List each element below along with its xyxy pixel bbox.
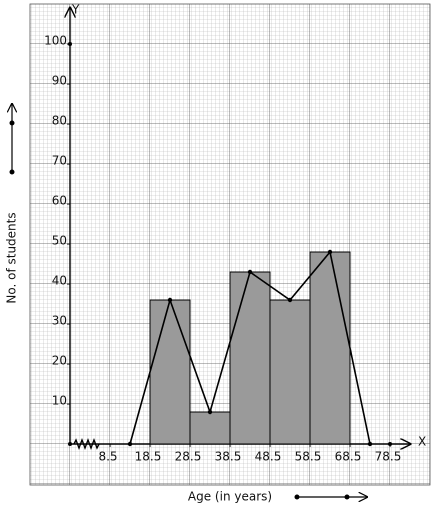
x-tick-label: 58.5	[295, 450, 322, 464]
x-end-point	[388, 442, 392, 446]
polygon-point	[247, 269, 253, 275]
x-axis-name: X	[418, 435, 426, 449]
x-tick-label: 18.5	[135, 450, 162, 464]
y-axis-title: No. of students	[5, 212, 19, 303]
y-tick-label: 10	[52, 394, 67, 408]
polygon-point	[327, 249, 333, 255]
y-tick-label: 50	[52, 234, 67, 248]
polygon-point	[167, 297, 173, 303]
x-tick-label: 8.5	[98, 450, 117, 464]
origin-point	[68, 442, 72, 446]
y-tick-label: 100	[44, 34, 67, 48]
polygon-point	[127, 441, 133, 447]
y-tick-label: 40	[52, 274, 67, 288]
bar	[309, 251, 351, 445]
y-top-point	[68, 42, 72, 46]
y-tick-label: 20	[52, 354, 67, 368]
polygon-point	[287, 297, 293, 303]
y-tick-label: 90	[52, 74, 67, 88]
x-tick-label: 48.5	[255, 450, 282, 464]
bar	[189, 411, 231, 445]
y-tick-label: 30	[52, 314, 67, 328]
axis-label-arrows	[10, 104, 367, 499]
x-tick-label: 38.5	[215, 450, 242, 464]
x-axis-title: Age (in years)	[188, 490, 272, 504]
y-tick-label: 70	[52, 154, 67, 168]
bar	[149, 299, 191, 445]
polygon-point	[207, 409, 213, 415]
axis-break	[73, 438, 100, 450]
y-tick-label: 80	[52, 114, 67, 128]
y-axis-name: Y	[71, 3, 80, 17]
polygon-point	[367, 441, 373, 447]
bar	[269, 299, 311, 445]
x-tick-label: 68.5	[335, 450, 362, 464]
x-tick-label: 28.5	[175, 450, 202, 464]
x-tick-label: 78.5	[375, 450, 402, 464]
y-tick-label: 60	[52, 194, 67, 208]
bar	[229, 271, 271, 445]
